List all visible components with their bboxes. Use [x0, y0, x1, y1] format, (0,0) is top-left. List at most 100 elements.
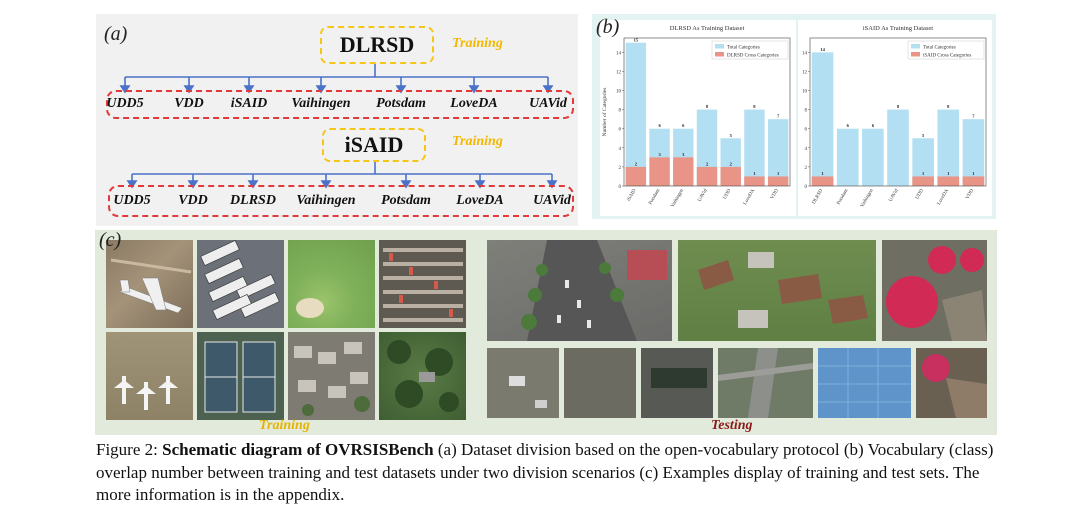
- testing-image-train: [641, 348, 713, 418]
- x-tick-label: UAVid: [889, 188, 900, 203]
- training-image-golf: [288, 240, 375, 328]
- red-foliage-icon: [922, 354, 987, 418]
- cross-bar: [625, 166, 647, 186]
- tree-1-child: UAVid: [529, 96, 567, 111]
- total-value-label: 6: [872, 123, 875, 128]
- legend-swatch: [911, 44, 920, 49]
- tree-1-child: Vaihingen: [291, 96, 351, 111]
- total-bar: [744, 109, 765, 186]
- tree-1-dataset-row: [106, 90, 574, 119]
- x-tick-label: UDD: [723, 188, 733, 200]
- training-image-houses: [288, 332, 375, 420]
- testing-image-red-trees: [882, 240, 987, 341]
- y-tick-label: 4: [619, 147, 622, 152]
- total-value-label: 14: [820, 47, 825, 52]
- testing-image-blue-roof: [818, 348, 911, 418]
- rooftops-icon: [294, 342, 370, 416]
- cross-bar: [673, 157, 694, 186]
- total-bar: [836, 128, 859, 186]
- panel-c-label: (c): [99, 229, 122, 251]
- tree-1-child: UDD5: [106, 96, 144, 111]
- tree-1-child: LoveDA: [450, 96, 498, 111]
- tree-1-root: DLRSD: [320, 26, 434, 64]
- cross-value-label: 3: [658, 152, 661, 157]
- legend-entry: Total Categories: [727, 46, 760, 51]
- y-tick-label: 2: [805, 166, 808, 171]
- total-bar: [767, 119, 789, 186]
- cross-value-label: 1: [972, 171, 975, 176]
- car-icon: [509, 376, 547, 408]
- dlrsd-training-chart: DLRSD As Training Dataset Number of Categ…: [600, 20, 796, 216]
- total-value-label: 6: [847, 123, 850, 128]
- total-value-label: 5: [922, 133, 925, 138]
- cross-value-label: 1: [777, 171, 780, 176]
- tree-1-connectors: [119, 64, 554, 94]
- y-tick-label: 8: [805, 109, 808, 114]
- legend-swatch: [715, 44, 724, 49]
- legend-box: [907, 40, 985, 60]
- x-tick-label: LoveDA: [937, 188, 950, 206]
- tree-2-connectors: [126, 162, 558, 189]
- caption-bold-title: Schematic diagram of OVRSISBench: [162, 440, 434, 459]
- testing-image-dirt: [564, 348, 636, 418]
- training-image-tennis-courts: [197, 332, 284, 420]
- testing-caption: Testing: [711, 418, 753, 433]
- total-bar: [887, 109, 909, 186]
- cross-value-label: 1: [821, 171, 824, 176]
- legend-entry: DLRSD Cross Categories: [727, 54, 779, 59]
- training-caption: Training: [259, 418, 310, 433]
- total-value-label: 8: [947, 104, 950, 109]
- tree-2-dataset-row: [108, 185, 574, 217]
- training-image-airport: [106, 240, 193, 328]
- highway-icon: [718, 348, 813, 418]
- tree-canopy-icon: [387, 340, 459, 412]
- tennis-court-icon: [204, 341, 276, 413]
- legend-swatch: [715, 52, 724, 57]
- testing-image-highway: [718, 348, 813, 418]
- cross-bar: [649, 157, 670, 186]
- x-tick-label: Vaihingen: [671, 188, 686, 208]
- tree-2-training-tag: Training: [452, 134, 503, 149]
- tree-1-child: Potsdam: [376, 96, 426, 111]
- y-tick-label: 2: [619, 166, 622, 171]
- y-tick-label: 6: [619, 128, 622, 133]
- y-tick-label: 12: [616, 70, 622, 75]
- cross-bar: [720, 166, 741, 186]
- legend-entry: iSAID Cross Categories: [923, 54, 971, 59]
- panel-b-overlap-charts: DLRSD As Training Dataset Number of Categ…: [592, 14, 996, 219]
- tree-2-child: VDD: [178, 193, 208, 208]
- x-tick-label: UAVid: [698, 188, 709, 203]
- total-value-label: 8: [753, 104, 756, 109]
- caption-prefix: Figure 2:: [96, 440, 163, 459]
- y-axis-label: Number of Categories: [601, 88, 608, 137]
- tree-1-child: iSAID: [230, 96, 268, 111]
- cross-bar: [937, 176, 960, 186]
- y-tick-label: 12: [802, 70, 808, 75]
- cross-bar: [696, 166, 718, 186]
- total-value-label: 8: [897, 104, 900, 109]
- total-bar: [811, 52, 834, 186]
- y-tick-label: 4: [805, 147, 808, 152]
- panel-a-dataset-division: (a) DLRSD Training UDD5 VDD iSAID Vaihin…: [96, 14, 578, 226]
- tree-connectors: [119, 64, 558, 189]
- bus-lot-icon: [200, 240, 280, 320]
- blue-roof-icon: [818, 348, 911, 418]
- cross-bar: [811, 176, 834, 186]
- cross-value-label: 3: [682, 152, 685, 157]
- tree-2-child: UDD5: [113, 193, 151, 208]
- tree-2-root: iSAID: [322, 128, 426, 162]
- legend-swatch: [911, 52, 920, 57]
- legend-entry: Total Categories: [923, 46, 956, 51]
- total-value-label: 7: [972, 114, 975, 119]
- plot-frame: [623, 37, 791, 187]
- parking-lot-icon: [383, 248, 463, 322]
- training-image-buses: [197, 240, 284, 328]
- airplane-icon: [110, 258, 192, 314]
- plot-frame: [809, 37, 987, 187]
- training-image-trees: [379, 332, 466, 420]
- total-value-label: 8: [706, 104, 709, 109]
- figure-caption: Figure 2: Schematic diagram of OVRSISBen…: [96, 439, 1006, 507]
- total-value-label: 7: [777, 114, 780, 119]
- total-value-label: 15: [634, 37, 639, 42]
- y-tick-label: 0: [619, 185, 622, 190]
